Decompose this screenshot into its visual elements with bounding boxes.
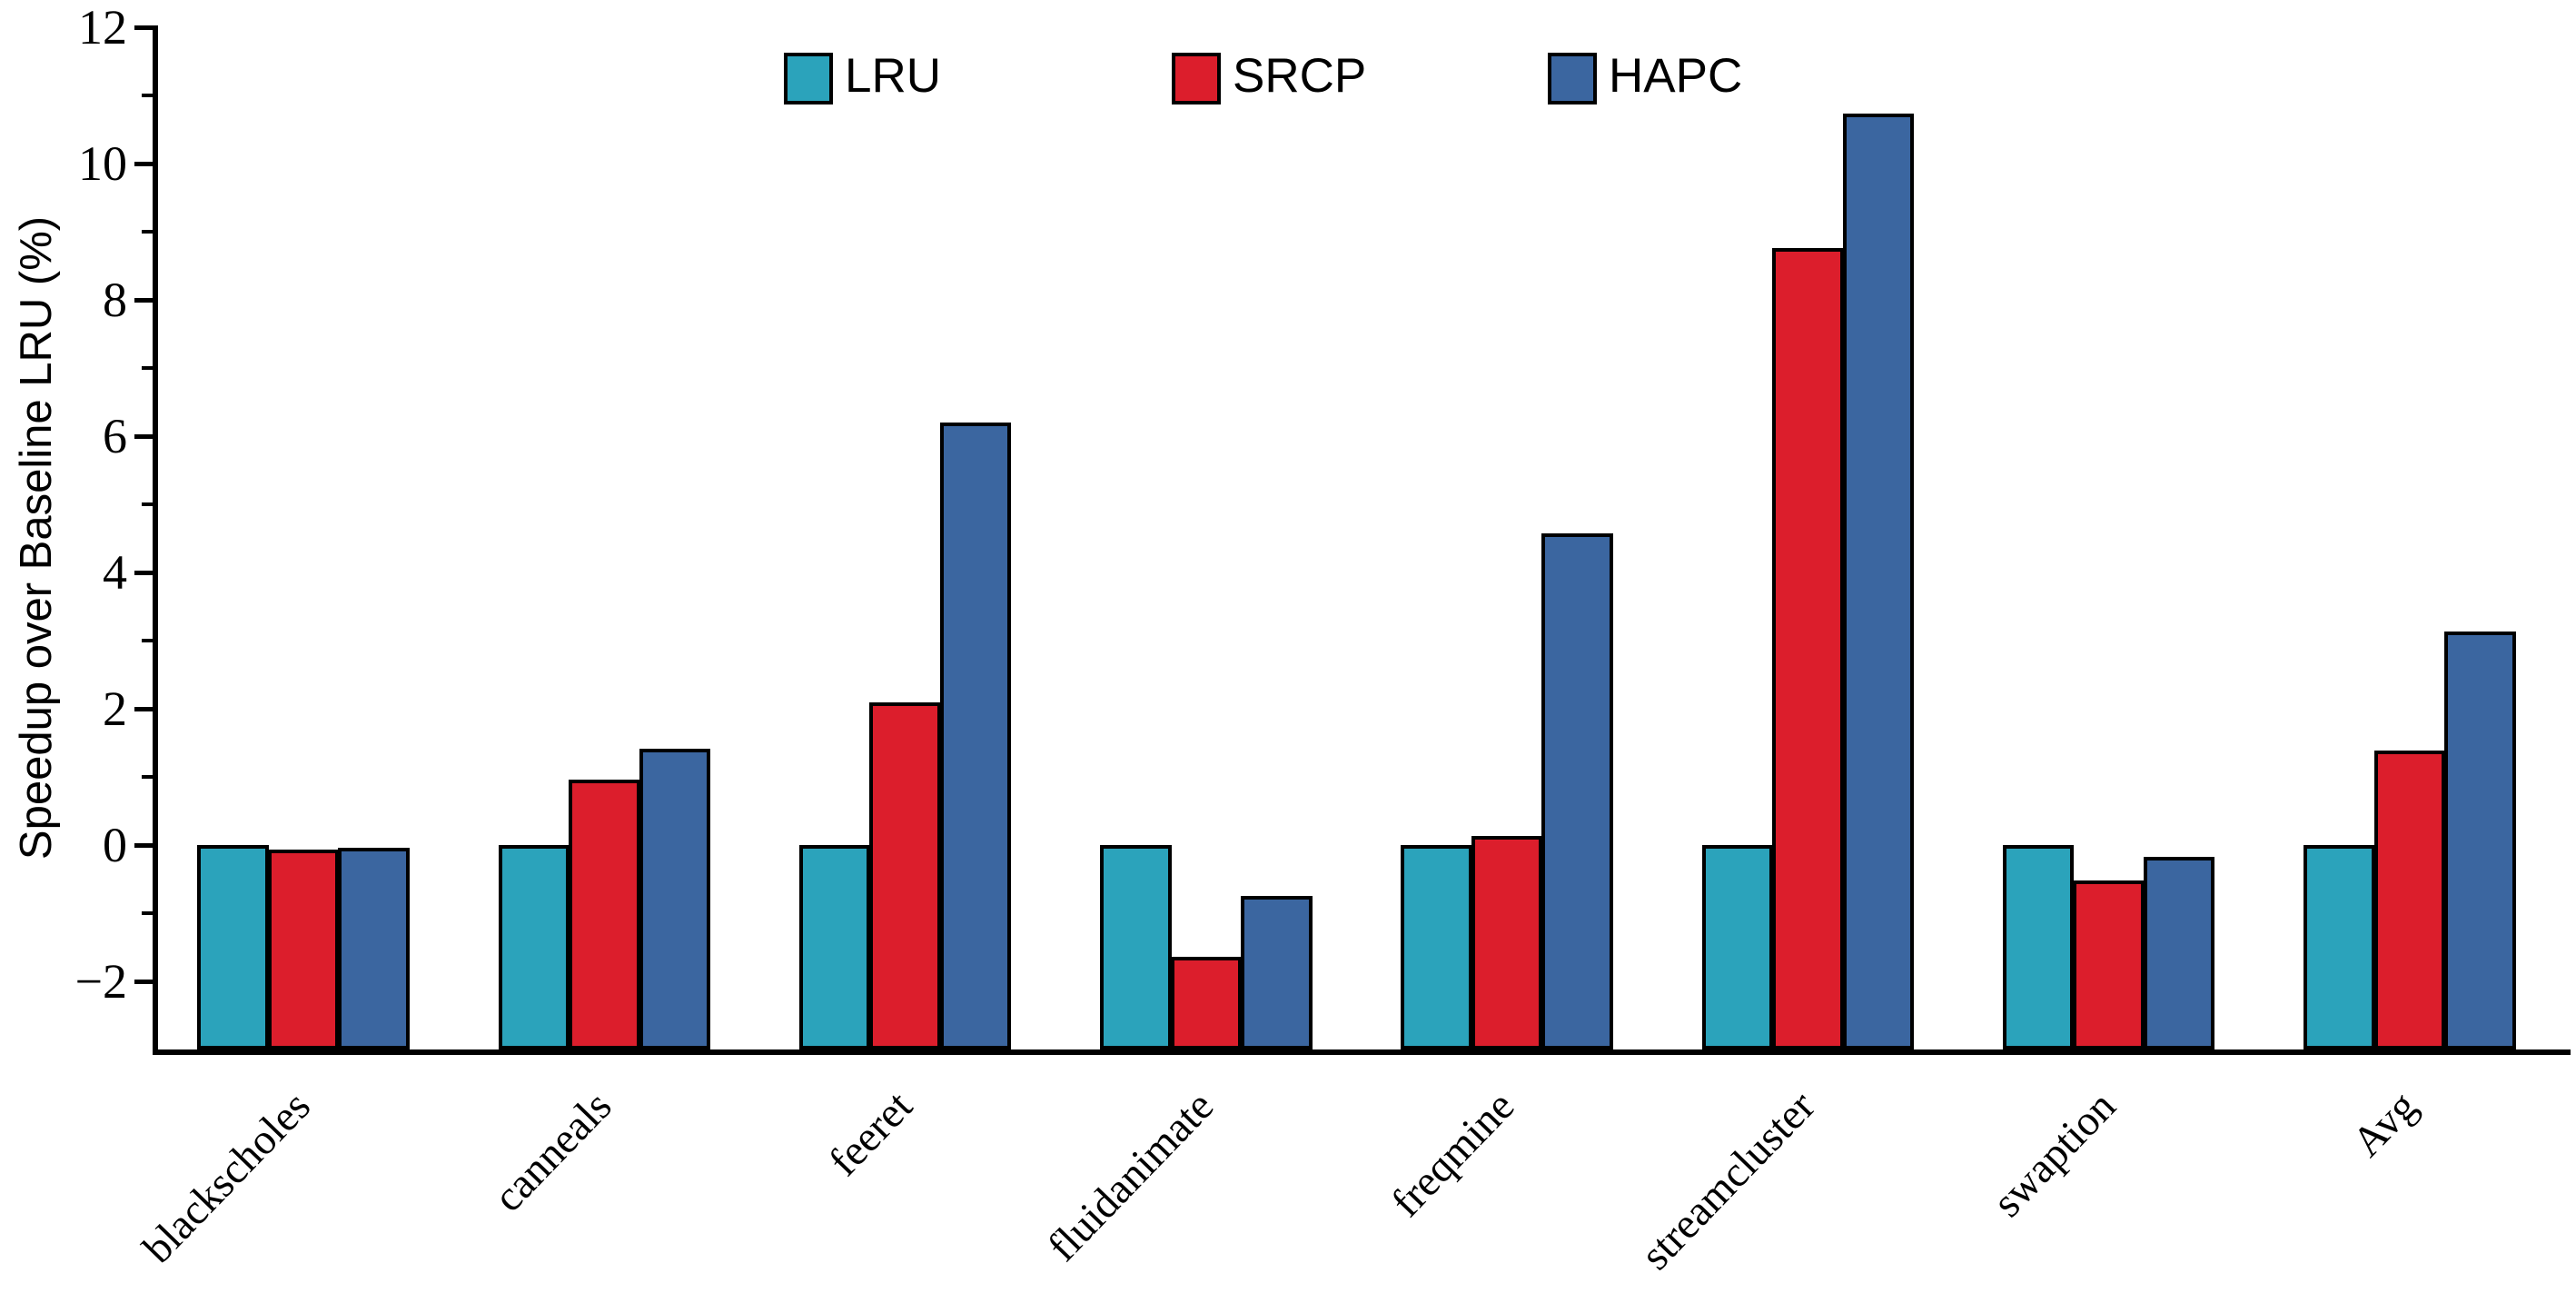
bar-lru-freqmine <box>1401 845 1472 1049</box>
bar-hapc-fluidanimate <box>1241 895 1313 1049</box>
y-tick <box>142 94 153 97</box>
hapc-swatch-icon <box>1548 53 1597 104</box>
y-tick-label: 10 <box>78 136 127 191</box>
bar-lru-swaption <box>2002 845 2075 1049</box>
bar-lru-streamcluster <box>1701 845 1774 1049</box>
y-tick <box>134 979 153 984</box>
bar-hapc-avg <box>2444 631 2516 1049</box>
bar-srcp-streamcluster <box>1772 248 1844 1049</box>
bar-hapc-streamcluster <box>1842 113 1915 1049</box>
y-tick <box>134 25 153 30</box>
y-tick-label: 6 <box>103 409 127 463</box>
srcp-swatch-icon <box>1172 53 1221 104</box>
bar-srcp-fluidanimate <box>1170 957 1243 1049</box>
y-tick <box>134 297 153 303</box>
y-tick <box>134 842 153 848</box>
category-label-swaption: swaption <box>1984 1082 2125 1227</box>
y-tick-label: 4 <box>103 545 127 600</box>
bar-lru-feeret <box>798 845 871 1049</box>
bar-lru-canneals <box>498 845 570 1049</box>
category-label-avg: Avg <box>2343 1082 2427 1167</box>
lru-swatch-icon <box>784 53 833 104</box>
y-tick <box>142 230 153 234</box>
category-label-feeret: feeret <box>820 1082 922 1186</box>
y-tick <box>134 161 153 166</box>
bar-lru-avg <box>2304 845 2375 1049</box>
bar-hapc-feeret <box>939 423 1012 1049</box>
y-tick-label: −2 <box>74 954 127 1009</box>
y-tick-label: 2 <box>103 681 127 736</box>
category-label-canneals: canneals <box>484 1082 621 1221</box>
bar-lru-fluidanimate <box>1100 845 1172 1049</box>
bar-srcp-freqmine <box>1471 836 1543 1049</box>
category-label-freqmine: freqmine <box>1382 1082 1524 1227</box>
category-label-streamcluster: streamcluster <box>1632 1082 1825 1279</box>
bar-srcp-canneals <box>569 780 640 1049</box>
category-label-fluidanimate: fluidanimate <box>1038 1082 1224 1271</box>
bar-srcp-avg <box>2373 750 2446 1049</box>
y-tick <box>142 366 153 370</box>
bar-srcp-feeret <box>869 701 941 1049</box>
y-tick <box>142 775 153 779</box>
y-tick-label: 0 <box>103 818 127 872</box>
y-tick <box>134 433 153 439</box>
bar-hapc-canneals <box>639 749 711 1049</box>
category-label-blackscholes: blackscholes <box>134 1082 321 1273</box>
y-axis-line <box>153 25 158 1055</box>
y-tick <box>142 911 153 915</box>
x-axis-line <box>153 1049 2571 1055</box>
y-tick-label: 12 <box>78 0 127 55</box>
legend-label-lru: LRU <box>845 49 942 103</box>
bar-hapc-swaption <box>2143 856 2215 1049</box>
bar-srcp-blackscholes <box>267 849 340 1049</box>
bar-hapc-blackscholes <box>338 848 410 1049</box>
y-tick <box>142 639 153 642</box>
bar-hapc-freqmine <box>1541 532 1613 1049</box>
y-tick <box>134 570 153 575</box>
y-tick <box>142 502 153 506</box>
bar-lru-blackscholes <box>197 845 269 1049</box>
legend-label-hapc: HAPC <box>1609 49 1743 103</box>
legend-label-srcp: SRCP <box>1233 49 1367 103</box>
y-tick-label: 8 <box>103 273 127 327</box>
bar-srcp-swaption <box>2073 880 2145 1049</box>
y-tick <box>134 706 153 711</box>
